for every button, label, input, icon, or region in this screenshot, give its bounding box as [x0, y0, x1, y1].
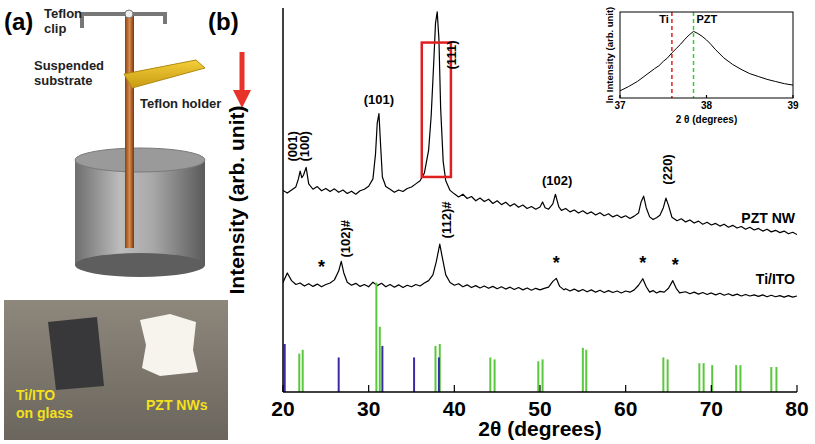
- x-axis-title: 2θ (degrees): [478, 417, 601, 440]
- substrate: [124, 60, 205, 88]
- photo-label: PZT NWs: [146, 397, 208, 413]
- xrd-trace: [283, 244, 797, 297]
- peak-label: (102)#: [338, 219, 353, 257]
- x-tick-label: 30: [357, 397, 380, 420]
- reference-stick: [585, 350, 587, 392]
- photo-label: on glass: [16, 405, 73, 421]
- trace-label: Ti/ITO: [756, 271, 795, 287]
- x-tick: [625, 385, 626, 392]
- peak-label: *: [639, 253, 646, 273]
- peak-label: (102): [542, 173, 572, 188]
- x-tick-label: 40: [443, 397, 466, 420]
- x-tick: [796, 385, 797, 392]
- reference-label: PZT: [697, 13, 718, 25]
- reference-line: [671, 12, 673, 98]
- panel-label: (b): [208, 8, 239, 35]
- reference-stick: [439, 344, 441, 392]
- plot-area: [620, 31, 793, 90]
- reference-stick: [711, 365, 713, 392]
- x-tick-label: 37: [614, 100, 626, 111]
- inset-background: [590, 8, 795, 128]
- schematic: Teflonclip Suspendedsubstrate Teflon holde…: [4, 6, 251, 440]
- x-tick: [706, 95, 707, 98]
- peak-label: (101): [364, 92, 394, 107]
- reference-label: Ti: [659, 13, 669, 25]
- plot-frame: [620, 12, 793, 98]
- peak-label: (111): [444, 41, 459, 70]
- peak-label: *: [553, 253, 560, 273]
- y-axis: [282, 8, 284, 392]
- y-axis-title: ln Intensity (arb. unit): [604, 7, 615, 104]
- reference-stick: [381, 346, 383, 392]
- reference-stick: [698, 363, 700, 392]
- reference-stick: [338, 357, 340, 392]
- reference-stick: [582, 348, 584, 392]
- x-tick: [619, 95, 620, 98]
- reference-stick: [494, 359, 496, 392]
- reference-stick: [537, 361, 539, 392]
- diagram-label: Suspended: [34, 58, 104, 73]
- reference-stick: [667, 359, 669, 392]
- reference-stick: [379, 327, 381, 392]
- beaker-bottom: [75, 253, 205, 277]
- reference-stick: [284, 344, 286, 392]
- chart: 203040506070802θ (degrees)Intensity (arb…: [225, 8, 809, 440]
- reference-stick: [739, 365, 741, 392]
- peak-label: (220): [660, 154, 675, 184]
- diagram-label: substrate: [34, 73, 93, 88]
- reference-stick: [375, 283, 377, 392]
- reference-stick: [735, 365, 737, 392]
- x-tick-label: 20: [271, 397, 294, 420]
- teflon-clip: [82, 14, 165, 28]
- x-tick: [282, 385, 283, 392]
- photo-ti-ito: [48, 317, 104, 390]
- xrd-trace: [620, 31, 793, 90]
- figure: (a)(b)TeflonclipSuspendedsubstrateTeflon…: [0, 0, 815, 444]
- reference-line: [693, 12, 695, 98]
- x-tick-label: 70: [700, 397, 723, 420]
- y-axis-title: Intensity (arb. unit): [225, 106, 248, 295]
- photo-label: Ti/ITO: [16, 387, 55, 403]
- peak-label: (100): [297, 131, 312, 161]
- diagram-label: clip: [44, 21, 66, 36]
- x-tick: [539, 385, 540, 392]
- x-axis-title: 2 θ (degrees): [676, 114, 738, 125]
- reference-stick: [662, 357, 664, 392]
- arrow-shaft: [240, 52, 245, 92]
- reference-stick: [775, 367, 777, 392]
- teflon-holder: [125, 16, 134, 248]
- photo-pzt: [140, 314, 198, 376]
- reference-stick: [434, 346, 436, 392]
- reference-stick: [489, 357, 491, 392]
- beaker-top: [75, 148, 205, 172]
- x-tick: [454, 385, 455, 392]
- arrow-head: [233, 90, 251, 108]
- chart: Ti PZT 37 38 39 2 θ (degrees) ln Intensity (ar…: [590, 7, 799, 128]
- x-tick-label: 80: [785, 397, 808, 420]
- peak-label: (112)#: [439, 201, 454, 239]
- diagram-label: Teflon holder: [140, 96, 221, 111]
- trace-label: PZT NW: [741, 210, 795, 226]
- peak-label: *: [318, 257, 325, 277]
- reference-stick: [413, 357, 415, 392]
- x-tick: [792, 95, 793, 98]
- panel-label: (a): [4, 8, 33, 35]
- beaker-body: [75, 160, 205, 265]
- clip-knob: [125, 10, 133, 18]
- reference-stick: [438, 357, 440, 392]
- x-tick: [711, 385, 712, 392]
- x-tick-label: 38: [701, 100, 713, 111]
- peak-label: *: [672, 255, 679, 275]
- x-tick: [368, 385, 369, 392]
- reference-stick: [542, 359, 544, 392]
- x-tick-label: 39: [787, 100, 799, 111]
- reference-stick: [298, 354, 300, 392]
- x-tick-label: 60: [614, 397, 637, 420]
- reference-stick: [302, 350, 304, 392]
- diagram-label: Teflon: [44, 6, 82, 21]
- reference-stick: [770, 367, 772, 392]
- photo: [4, 300, 228, 440]
- reference-stick: [703, 363, 705, 392]
